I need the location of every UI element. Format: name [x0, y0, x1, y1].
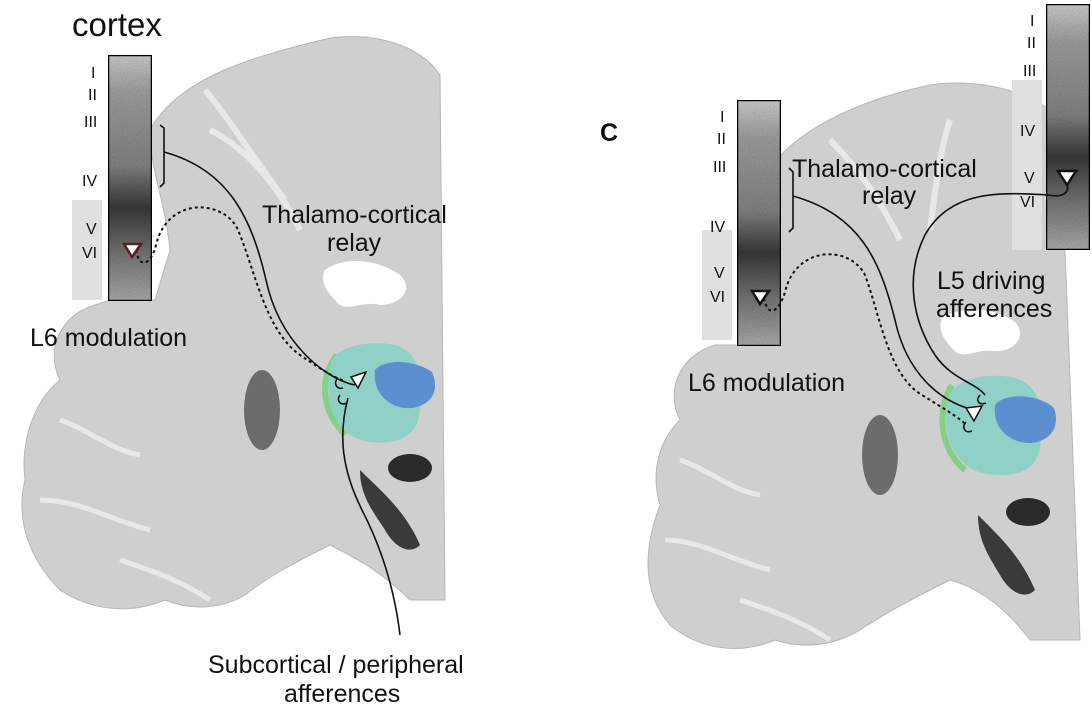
right-a-layer-II: II	[717, 131, 726, 148]
right-driving-label-2: afferences	[936, 295, 1052, 323]
right-ventricle	[940, 309, 1021, 355]
right-panel: C I II III IV V VI	[600, 2, 1092, 649]
left-ventricle	[323, 260, 407, 307]
right-modulation-label: L6 modulation	[688, 369, 845, 397]
left-cortical-column: I II III IV V VI	[72, 53, 165, 303]
right-brain-tissue	[647, 82, 1081, 649]
right-b-layer-IV: IV	[1020, 123, 1035, 140]
right-cortical-column-a: I II III IV V VI	[702, 98, 794, 348]
right-sulcus-2	[664, 457, 832, 643]
right-b-layer-I: I	[1030, 13, 1034, 30]
left-layer-II: II	[88, 87, 97, 104]
right-thalamic-neuron-icon	[964, 405, 984, 423]
left-panel: I II III IV V VI cortex Thalamo-cortical…	[21, 6, 464, 708]
right-brain-section	[647, 82, 1081, 649]
left-column-shadow	[72, 200, 102, 300]
left-relay-label-1: Thalamo-cortical	[262, 201, 447, 229]
right-a-layer-bracket	[788, 167, 794, 233]
left-brain-section	[21, 36, 446, 610]
left-thalamic-neuron-icon	[349, 370, 368, 390]
left-brain-tissue	[21, 36, 446, 610]
left-terminal-2	[337, 394, 348, 405]
right-a-layer-III: III	[713, 159, 726, 176]
right-a-layer-VI: VI	[710, 289, 725, 306]
left-relay-label-2: relay	[327, 229, 382, 257]
left-dark-patch-3	[360, 470, 420, 550]
right-a-layer-IV: IV	[710, 219, 725, 236]
left-subcortical-axon	[341, 397, 401, 636]
right-terminal-2	[963, 421, 973, 433]
right-relay-label-2: relay	[862, 182, 917, 210]
right-b-layer-III: III	[1023, 63, 1036, 80]
left-sulcus-2	[39, 417, 212, 603]
right-b-layer-II: II	[1027, 35, 1036, 52]
left-dark-patch-2	[388, 454, 432, 482]
right-cortical-column-b: I II III IV V VI	[1012, 2, 1092, 252]
left-column-box	[106, 53, 154, 303]
right-column-b-box	[1044, 2, 1092, 252]
left-modulation-label: L6 modulation	[30, 324, 187, 352]
right-l5-neuron-icon	[1055, 169, 1079, 188]
right-a-layer-I: I	[720, 109, 724, 126]
left-layer-IV: IV	[82, 173, 97, 190]
right-column-b-shadow	[1012, 80, 1042, 250]
left-l6-neuron-icon	[121, 242, 144, 260]
right-relay-axon	[792, 195, 976, 411]
right-dark-patch-1	[862, 415, 898, 495]
right-l6-axon	[763, 253, 967, 426]
right-column-a-shadow	[702, 230, 732, 340]
left-afferences-label-1: Subcortical / peripheral	[208, 651, 464, 679]
left-sulcus-1	[202, 88, 303, 232]
right-dark-patch-3	[978, 515, 1035, 595]
right-relay-label-1: Thalamo-cortical	[792, 155, 977, 183]
right-a-layer-V: V	[714, 265, 725, 282]
right-terminal-1	[977, 394, 987, 405]
left-nucleus	[374, 361, 436, 409]
right-b-layer-V: V	[1024, 170, 1035, 187]
left-layer-VI: VI	[82, 245, 97, 262]
left-layer-V: V	[86, 221, 97, 238]
right-thalamus-rim	[939, 383, 967, 473]
right-dark-patch-2	[1006, 498, 1050, 526]
left-layer-bracket	[159, 124, 165, 188]
right-l6-neuron-icon	[749, 289, 772, 307]
right-l5-axon	[912, 179, 1069, 396]
left-cortex-title: cortex	[72, 6, 162, 43]
right-sulcus-1	[827, 119, 953, 242]
right-b-layer-VI: VI	[1020, 194, 1035, 211]
right-nucleus	[994, 396, 1056, 444]
right-driving-label-1: L5 driving	[937, 267, 1045, 295]
panel-letter-c: C	[600, 119, 618, 147]
left-terminal-1	[334, 377, 344, 390]
left-layer-I: I	[91, 65, 95, 82]
left-afferences-label-2: afferences	[284, 680, 400, 708]
left-dark-patch-1	[244, 370, 280, 450]
left-layer-III: III	[84, 114, 97, 131]
right-column-a-box	[735, 98, 783, 348]
